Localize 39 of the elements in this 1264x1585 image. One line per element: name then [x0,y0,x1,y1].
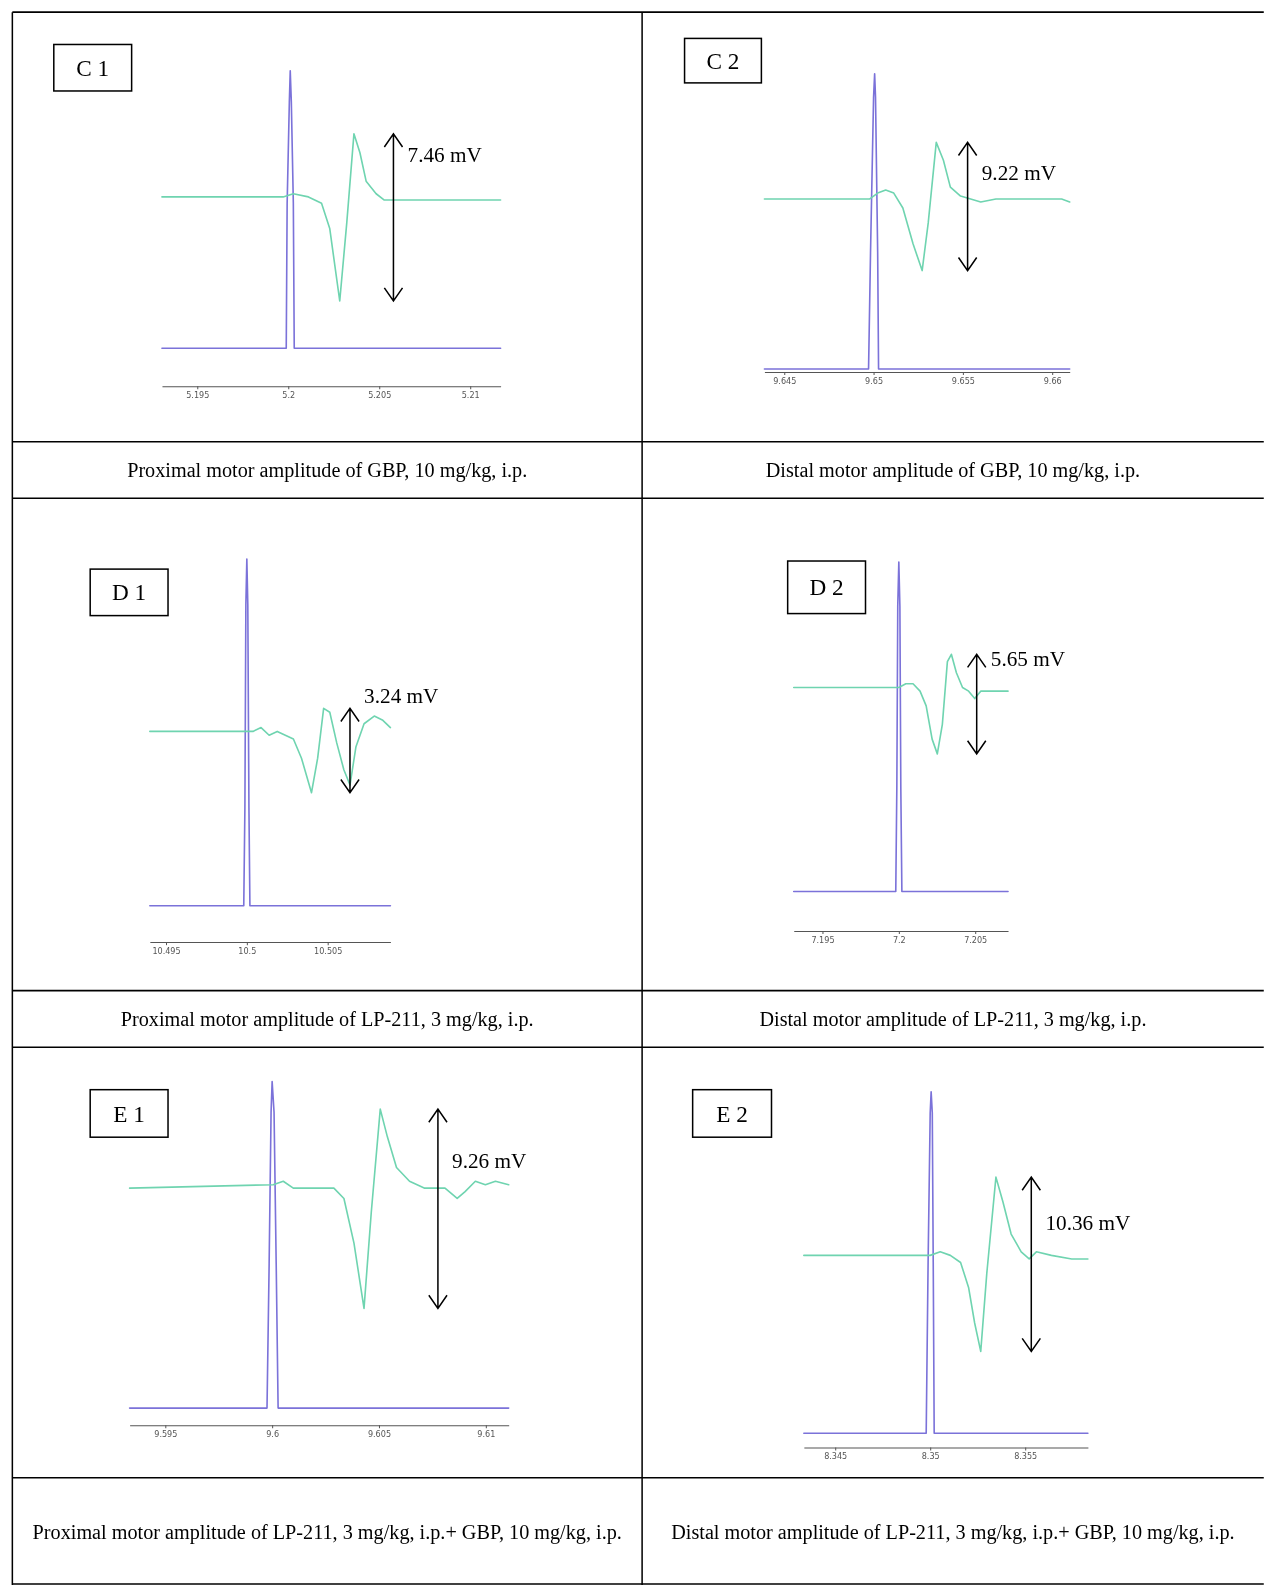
x-tick-label: 9.645 [773,375,797,386]
x-tick-label: 8.345 [824,1451,848,1462]
x-tick-label: 9.66 [1043,375,1062,386]
chart-title: C 1 [76,54,110,81]
x-tick-label: 8.35 [921,1451,940,1462]
text: Proximal motor amplitude of LP-211, 3 mg/kg, i.p.+ GBP, 10 mg/kg, i.p. [32,1520,622,1544]
text: E 1 [113,1100,145,1127]
text: D 2 [809,574,844,601]
x-tick-label: 7.205 [964,934,988,945]
annotation: 7.46 mV [407,142,483,167]
text: Proximal motor amplitude of GBP, 10 mg/kg, i.p. [127,459,528,483]
text: Distal motor amplitude of LP-211, 3 mg/kg, i.p.+ GBP, 10 mg/kg, i.p. [671,1520,1235,1544]
text: Distal motor amplitude of LP-211, 3 mg/kg, i.p. [759,1008,1147,1031]
x-tick-label: 7.2 [892,934,906,945]
annotation: 9.22 mV [981,160,1057,185]
x-tick-label: 10.505 [314,945,343,956]
x-tick-label: 9.65 [865,375,884,386]
chart-title: C 2 [706,47,740,74]
text: Proximal motor amplitude of LP-211, 3 mg/kg, i.p. [120,1008,534,1031]
x-tick-label: 9.61 [477,1429,496,1440]
x-tick-label: 5.195 [186,389,210,400]
x-tick-label: 5.2 [282,389,296,400]
chart-title: E 2 [716,1100,748,1127]
annotation: 3.24 mV [364,683,440,708]
x-tick-label: 9.655 [951,375,975,386]
x-tick-label: 10.495 [152,945,181,956]
x-tick-label: 9.605 [367,1429,392,1440]
annotation: 9.26 mV [452,1148,528,1173]
text: Distal motor amplitude of GBP, 10 mg/kg, i.p. [765,459,1141,483]
annotation: 5.65 mV [990,647,1066,672]
x-tick-label: 5.205 [368,389,392,400]
x-tick-label: 9.6 [266,1429,280,1440]
x-tick-label: 9.595 [154,1429,178,1440]
x-tick-label: 8.355 [1014,1451,1038,1462]
text: D 1 [112,579,147,606]
annotation: 10.36 mV [1045,1211,1131,1236]
x-tick-label: 5.21 [461,389,480,400]
x-tick-label: 10.5 [238,945,257,956]
x-tick-label: 7.195 [811,934,835,945]
